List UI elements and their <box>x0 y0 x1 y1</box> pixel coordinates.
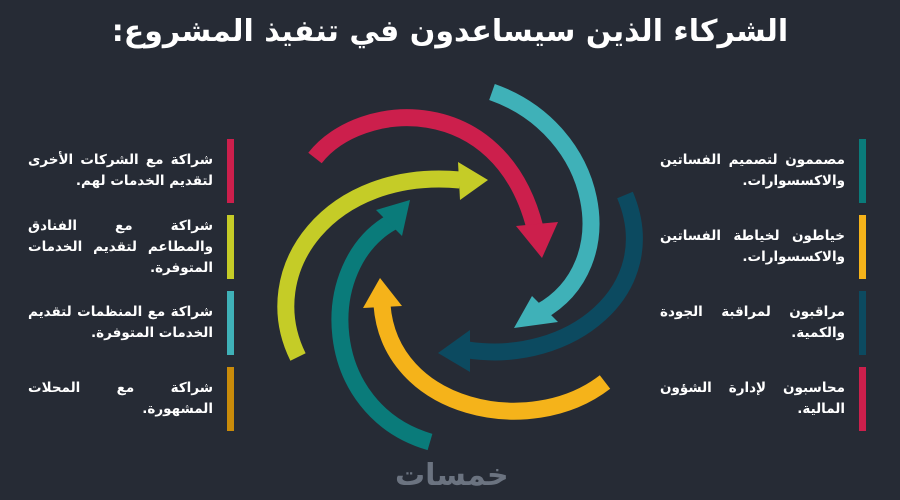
item-text: شراكة مع المنظمات لتقديم الخدمات المتوفر… <box>28 304 213 341</box>
left-item-4: شراكة مع المحلات المشهورة. <box>14 367 234 431</box>
color-bar <box>859 215 866 279</box>
item-text: شراكة مع الفنادق والمطاعم لتقديم الخدمات… <box>28 217 213 276</box>
item-text: محاسبون لإدارة الشؤون المالية. <box>660 380 845 417</box>
item-text: مصممون لتصميم الفساتين والاكسسوارات. <box>660 152 845 189</box>
watermark-logo: خمسات <box>395 458 509 493</box>
item-text: خياطون لخياطة الفساتين والاكسسوارات. <box>660 228 845 265</box>
item-text: مراقبون لمراقبة الجودة والكمية. <box>660 304 845 341</box>
page-title: الشركاء الذين سيساعدون في تنفيذ المشروع: <box>111 14 789 49</box>
right-item-3: مراقبون لمراقبة الجودة والكمية. <box>646 291 866 355</box>
right-item-1: مصممون لتصميم الفساتين والاكسسوارات. <box>646 139 866 203</box>
color-bar <box>227 291 234 355</box>
item-text: شراكة مع الشركات الأخرى لتقديم الخدمات ل… <box>28 152 213 189</box>
arrow-yellow <box>373 304 611 420</box>
arrow-dark-teal <box>331 214 433 451</box>
left-item-1: شراكة مع الشركات الأخرى لتقديم الخدمات ل… <box>14 139 234 203</box>
color-bar <box>227 215 234 279</box>
right-item-2: خياطون لخياطة الفساتين والاكسسوارات. <box>646 215 866 279</box>
left-item-2: شراكة مع الفنادق والمطاعم لتقديم الخدمات… <box>14 215 234 279</box>
color-bar <box>227 367 234 431</box>
color-bar <box>859 367 866 431</box>
arrowhead-red <box>516 222 558 258</box>
arrow-lime <box>277 170 461 361</box>
arrowhead-dark-teal <box>376 200 410 236</box>
arrow-light-teal <box>489 83 600 320</box>
arrow-red <box>308 109 544 231</box>
arrowhead-light-teal <box>514 296 558 328</box>
color-bar <box>859 291 866 355</box>
right-item-4: محاسبون لإدارة الشؤون المالية. <box>646 367 866 431</box>
item-text: شراكة مع المحلات المشهورة. <box>28 380 213 417</box>
arrowhead-lime <box>458 162 488 200</box>
arrowhead-dark-blue <box>438 330 470 372</box>
arrow-dark-blue <box>466 191 643 361</box>
arrowhead-yellow <box>363 278 402 308</box>
color-bar <box>859 139 866 203</box>
color-bar <box>227 139 234 203</box>
left-item-3: شراكة مع المنظمات لتقديم الخدمات المتوفر… <box>14 291 234 355</box>
